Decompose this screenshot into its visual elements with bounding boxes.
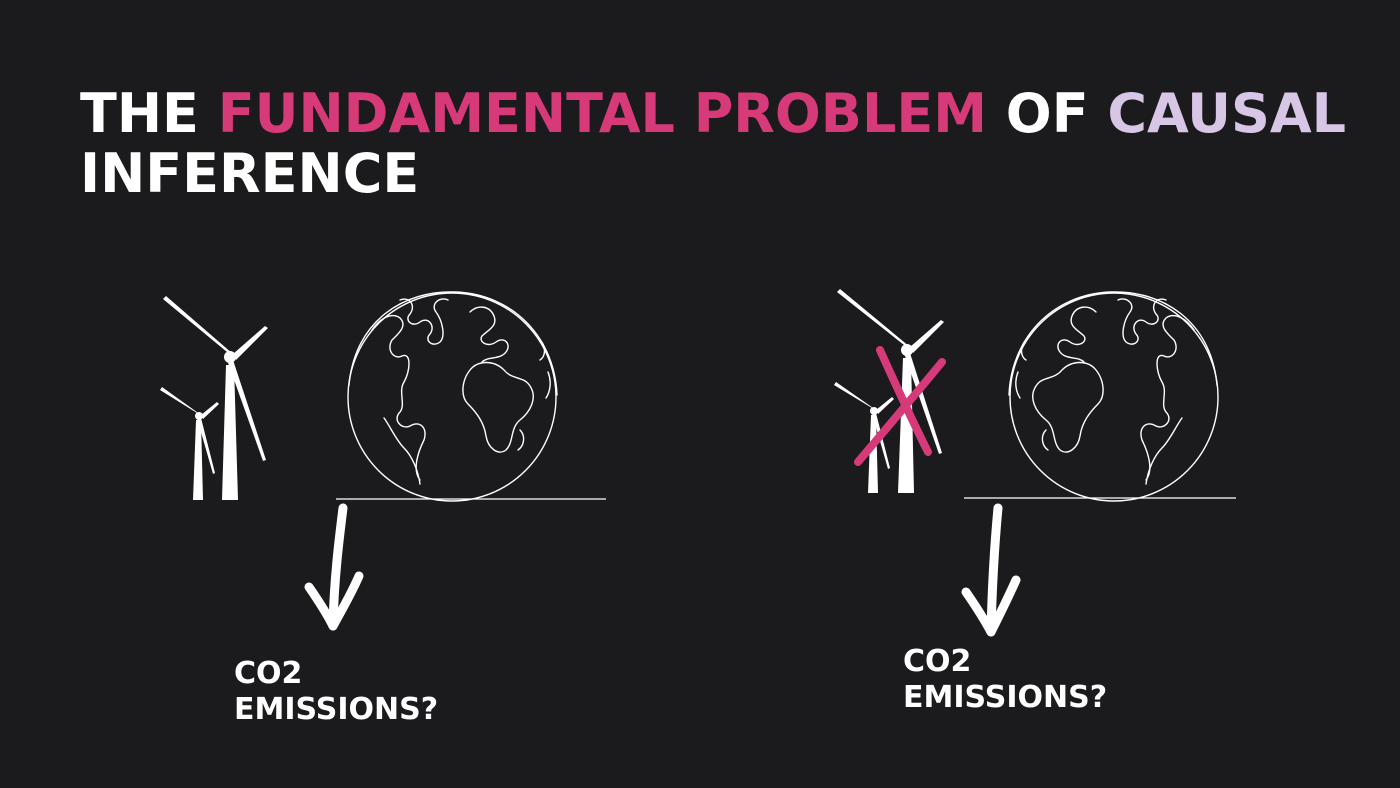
scenario-left xyxy=(160,291,606,631)
label-line-emissions: EMISSIONS? xyxy=(234,692,439,727)
wind-turbine-icon xyxy=(160,387,219,500)
globe-icon xyxy=(1008,291,1219,502)
down-arrow-icon xyxy=(961,503,1021,637)
globe-icon xyxy=(347,291,558,502)
title-part-fundamental-problem: FUNDAMENTAL PROBLEM xyxy=(217,82,987,145)
scenario-right xyxy=(834,289,1236,637)
title-part-of: OF xyxy=(986,82,1108,145)
slide-title: THE FUNDAMENTAL PROBLEM OF CAUSAL INFEREN… xyxy=(80,84,1346,204)
down-arrow-icon xyxy=(304,503,364,631)
wind-turbine-icon xyxy=(163,296,268,500)
title-part-inference: INFERENCE xyxy=(80,142,420,205)
cross-icon xyxy=(854,346,946,466)
title-part-causal: CAUSAL xyxy=(1107,82,1347,145)
co2-emissions-label-left: CO2 EMISSIONS? xyxy=(234,656,438,728)
label-line-co2: CO2 xyxy=(234,656,303,691)
label-line-emissions: EMISSIONS? xyxy=(903,680,1108,715)
title-part-the: THE xyxy=(80,82,218,145)
wind-turbine-icon xyxy=(837,289,944,493)
co2-emissions-label-right: CO2 EMISSIONS? xyxy=(903,644,1107,716)
label-line-co2: CO2 xyxy=(903,644,972,679)
wind-turbine-icon xyxy=(834,382,894,493)
